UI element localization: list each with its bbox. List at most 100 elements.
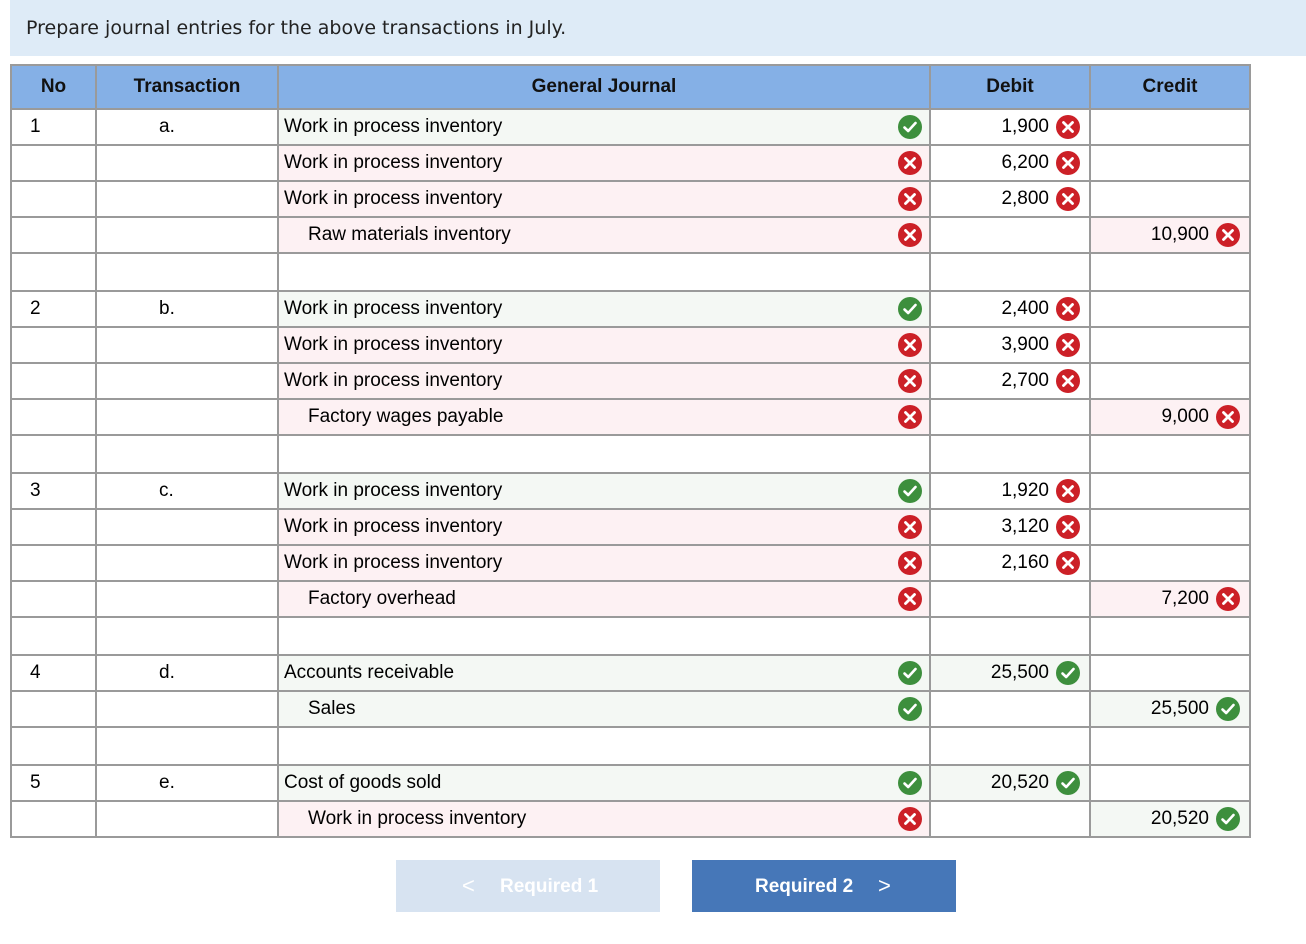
account-select[interactable]: Work in process inventory	[277, 144, 931, 182]
correct-check-icon	[1215, 806, 1241, 832]
debit-input[interactable]	[929, 216, 1091, 254]
account-select[interactable]: Work in process inventory	[277, 800, 931, 838]
required-2-button[interactable]: Required 2 >	[692, 860, 956, 912]
debit-input[interactable]: 1,920	[929, 472, 1091, 510]
debit-input[interactable]	[929, 690, 1091, 728]
debit-input[interactable]: 6,200	[929, 144, 1091, 182]
journal-row: Factory wages payable 9,000	[10, 398, 1251, 436]
credit-input[interactable]	[1089, 326, 1251, 364]
debit-input[interactable]: 2,160	[929, 544, 1091, 582]
entry-number	[10, 362, 97, 400]
credit-input[interactable]: 10,900	[1089, 216, 1251, 254]
account-select[interactable]: Work in process inventory	[277, 544, 931, 582]
credit-input[interactable]	[1089, 472, 1251, 510]
credit-amount: 25,500	[1150, 698, 1209, 719]
account-name: Work in process inventory	[284, 188, 503, 209]
credit-input[interactable]	[1089, 726, 1251, 766]
incorrect-x-icon	[897, 806, 923, 832]
account-select[interactable]: Work in process inventory	[277, 326, 931, 364]
account-select[interactable]: Cost of goods sold	[277, 764, 931, 802]
credit-input[interactable]	[1089, 290, 1251, 328]
transaction-label	[95, 180, 279, 218]
account-select[interactable]: Factory wages payable	[277, 398, 931, 436]
incorrect-x-icon	[1215, 222, 1241, 248]
debit-input[interactable]: 2,400	[929, 290, 1091, 328]
debit-input[interactable]	[929, 434, 1091, 474]
incorrect-x-icon	[1055, 186, 1081, 212]
entry-number	[10, 326, 97, 364]
account-select[interactable]: Work in process inventory	[277, 290, 931, 328]
debit-input[interactable]: 25,500	[929, 654, 1091, 692]
debit-input[interactable]	[929, 252, 1091, 292]
incorrect-x-icon	[897, 150, 923, 176]
credit-input[interactable]	[1089, 252, 1251, 292]
account-select[interactable]: Work in process inventory	[277, 508, 931, 546]
journal-row: 4 d. Accounts receivable 25,500	[10, 654, 1251, 692]
account-name: Work in process inventory	[284, 116, 503, 137]
credit-input[interactable]: 9,000	[1089, 398, 1251, 436]
debit-input[interactable]: 2,700	[929, 362, 1091, 400]
credit-input[interactable]: 25,500	[1089, 690, 1251, 728]
transaction-label	[95, 544, 279, 582]
transaction-label	[95, 690, 279, 728]
account-select[interactable]: Work in process inventory	[277, 108, 931, 146]
journal-row: Work in process inventory 6,200	[10, 144, 1251, 182]
credit-input[interactable]	[1089, 544, 1251, 582]
account-select[interactable]	[277, 252, 931, 292]
account-select[interactable]: Accounts receivable	[277, 654, 931, 692]
debit-input[interactable]: 3,900	[929, 326, 1091, 364]
transaction-label	[95, 726, 279, 766]
account-select[interactable]: Sales	[277, 690, 931, 728]
account-select[interactable]: Raw materials inventory	[277, 216, 931, 254]
debit-input[interactable]	[929, 726, 1091, 766]
credit-input[interactable]	[1089, 654, 1251, 692]
debit-amount: 2,160	[1001, 552, 1049, 573]
journal-body: 1 a. Work in process inventory 1,900 Work in…	[10, 108, 1251, 838]
account-select[interactable]: Work in process inventory	[277, 180, 931, 218]
incorrect-x-icon	[1055, 514, 1081, 540]
required-1-button[interactable]: < Required 1	[396, 860, 660, 912]
incorrect-x-icon	[1055, 368, 1081, 394]
account-select[interactable]	[277, 616, 931, 656]
credit-input[interactable]	[1089, 180, 1251, 218]
credit-input[interactable]	[1089, 362, 1251, 400]
debit-input[interactable]: 1,900	[929, 108, 1091, 146]
debit-input[interactable]: 20,520	[929, 764, 1091, 802]
credit-input[interactable]: 20,520	[1089, 800, 1251, 838]
credit-input[interactable]	[1089, 434, 1251, 474]
account-select[interactable]: Work in process inventory	[277, 472, 931, 510]
journal-row: 5 e. Cost of goods sold 20,520	[10, 764, 1251, 802]
credit-input[interactable]	[1089, 144, 1251, 182]
correct-check-icon	[1215, 696, 1241, 722]
credit-input[interactable]: 7,200	[1089, 580, 1251, 618]
credit-input[interactable]	[1089, 108, 1251, 146]
account-select[interactable]	[277, 434, 931, 474]
account-name: Work in process inventory	[284, 516, 503, 537]
account-select[interactable]: Work in process inventory	[277, 362, 931, 400]
debit-input[interactable]: 2,800	[929, 180, 1091, 218]
credit-input[interactable]	[1089, 616, 1251, 656]
account-name: Work in process inventory	[284, 298, 503, 319]
incorrect-x-icon	[897, 404, 923, 430]
transaction-label: e.	[95, 764, 279, 802]
entry-number	[10, 726, 97, 766]
transaction-label: c.	[95, 472, 279, 510]
chevron-right-icon: >	[878, 873, 891, 898]
instruction-text: Prepare journal entries for the above tr…	[26, 17, 567, 39]
debit-input[interactable]: 3,120	[929, 508, 1091, 546]
debit-input[interactable]	[929, 580, 1091, 618]
debit-input[interactable]	[929, 616, 1091, 656]
debit-input[interactable]	[929, 800, 1091, 838]
credit-amount: 20,520	[1150, 808, 1209, 829]
credit-input[interactable]	[1089, 508, 1251, 546]
credit-input[interactable]	[1089, 764, 1251, 802]
debit-amount: 2,700	[1001, 370, 1049, 391]
account-select[interactable]: Factory overhead	[277, 580, 931, 618]
journal-row: Sales 25,500	[10, 690, 1251, 728]
account-select[interactable]	[277, 726, 931, 766]
transaction-label	[95, 398, 279, 436]
transaction-label: b.	[95, 290, 279, 328]
debit-amount: 1,920	[1001, 480, 1049, 501]
incorrect-x-icon	[1055, 296, 1081, 322]
debit-input[interactable]	[929, 398, 1091, 436]
